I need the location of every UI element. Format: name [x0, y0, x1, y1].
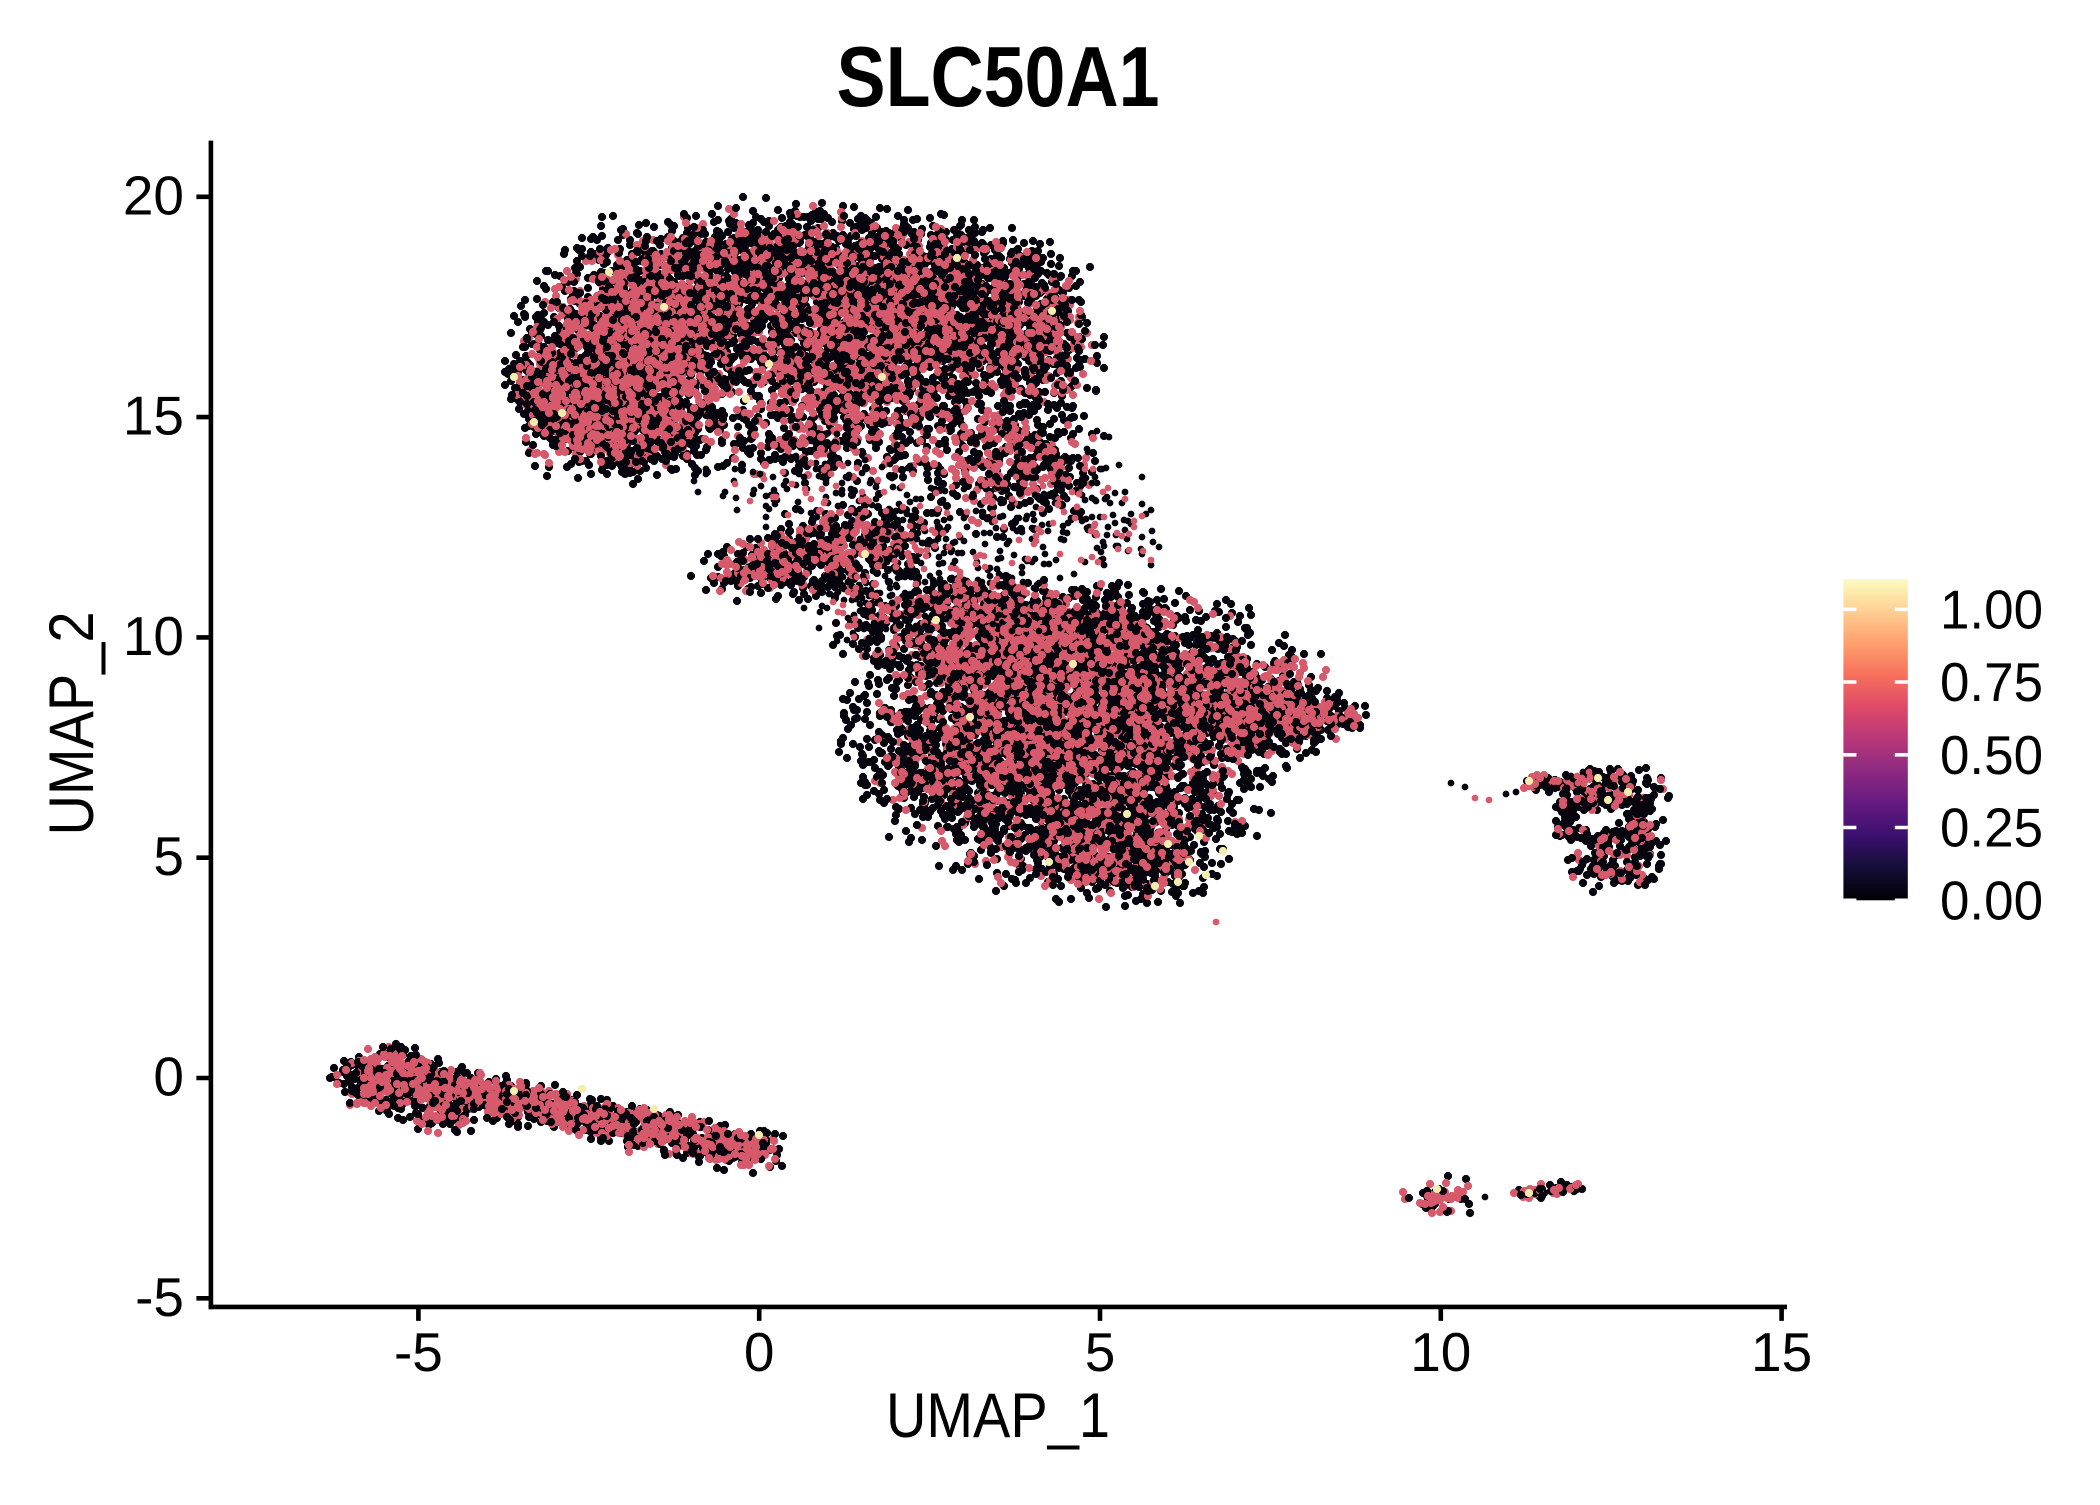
svg-text:0: 0 [153, 1046, 184, 1108]
svg-text:SLC50A1: SLC50A1 [837, 30, 1160, 125]
svg-text:0.00: 0.00 [1940, 869, 2043, 931]
svg-text:5: 5 [153, 825, 184, 887]
svg-text:15: 15 [123, 385, 184, 447]
svg-text:UMAP_2: UMAP_2 [37, 612, 107, 836]
svg-text:1.00: 1.00 [1940, 578, 2043, 640]
svg-text:UMAP_1: UMAP_1 [886, 1381, 1110, 1451]
svg-text:10: 10 [1410, 1321, 1471, 1383]
svg-text:-5: -5 [135, 1266, 184, 1328]
svg-text:0.25: 0.25 [1940, 797, 2043, 859]
svg-text:-5: -5 [394, 1321, 443, 1383]
svg-text:10: 10 [123, 605, 184, 667]
svg-text:0.50: 0.50 [1940, 724, 2043, 786]
svg-text:0.75: 0.75 [1940, 651, 2043, 713]
svg-text:20: 20 [123, 164, 184, 226]
svg-text:15: 15 [1751, 1321, 1812, 1383]
svg-text:5: 5 [1085, 1321, 1116, 1383]
svg-text:0: 0 [744, 1321, 775, 1383]
